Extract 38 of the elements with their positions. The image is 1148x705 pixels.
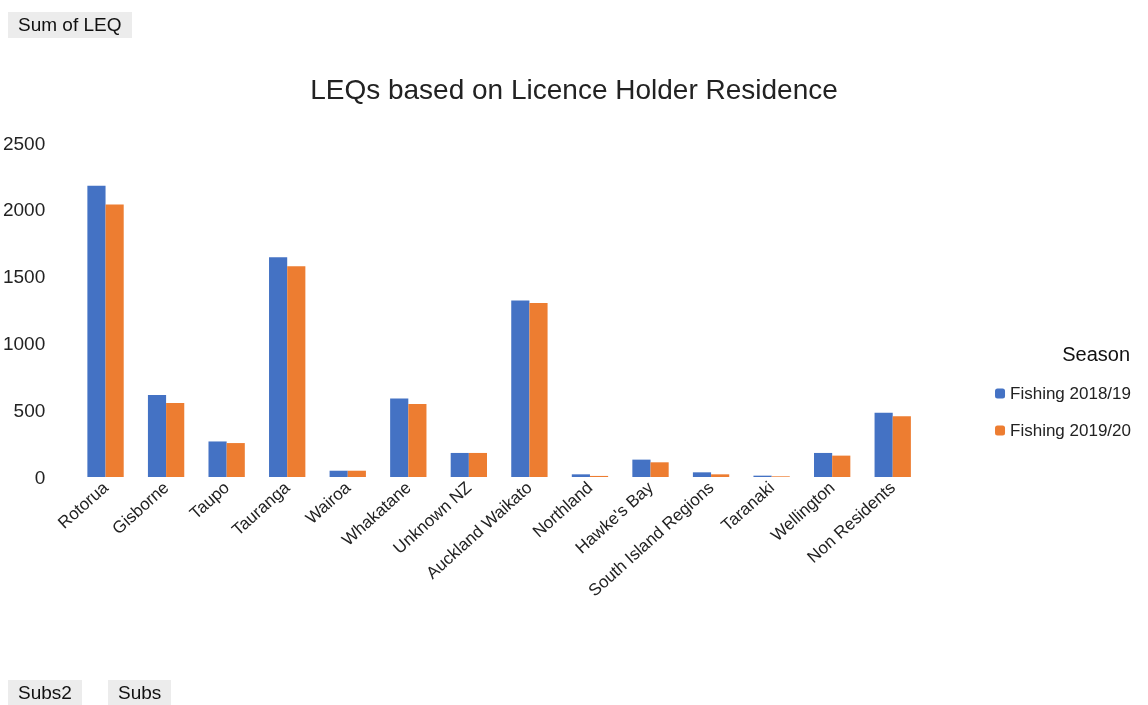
y-tick-label: 0 [34, 466, 46, 488]
bar [814, 452, 833, 477]
text: Sum of LEQ [8, 12, 132, 38]
bar [269, 257, 288, 477]
bar [147, 394, 167, 477]
bar [892, 416, 911, 477]
bar [287, 266, 306, 477]
bar [208, 441, 227, 477]
bar [390, 398, 409, 477]
bar [529, 303, 548, 477]
y-tick-label: 1000 [2, 332, 46, 354]
bar [329, 470, 348, 477]
chart-title: LEQs based on Licence Holder Residence [310, 73, 838, 105]
bar [105, 204, 124, 477]
bar [650, 462, 669, 477]
y-tick-label: 2000 [2, 199, 46, 221]
y-tick-label: 500 [13, 399, 46, 421]
bar [468, 452, 488, 477]
bar [632, 459, 651, 477]
bar [226, 443, 245, 477]
bar [511, 300, 530, 477]
text: Subs2 [8, 680, 82, 705]
y-tick-label: 2500 [2, 132, 46, 154]
legend-label: Fishing 2019/20 [1010, 421, 1132, 440]
bar [166, 402, 185, 477]
bar [692, 472, 712, 477]
bar [711, 474, 730, 477]
bar [571, 474, 590, 477]
text: Subs [108, 680, 172, 705]
bar [874, 412, 893, 477]
bar [87, 185, 106, 477]
bar [832, 455, 851, 477]
bar [347, 470, 366, 477]
bar [408, 404, 427, 477]
y-tick-label: 1500 [2, 266, 46, 288]
legend-title: Season [1062, 343, 1131, 365]
legend-label: Fishing 2018/19 [1010, 384, 1132, 403]
bar [450, 452, 469, 477]
